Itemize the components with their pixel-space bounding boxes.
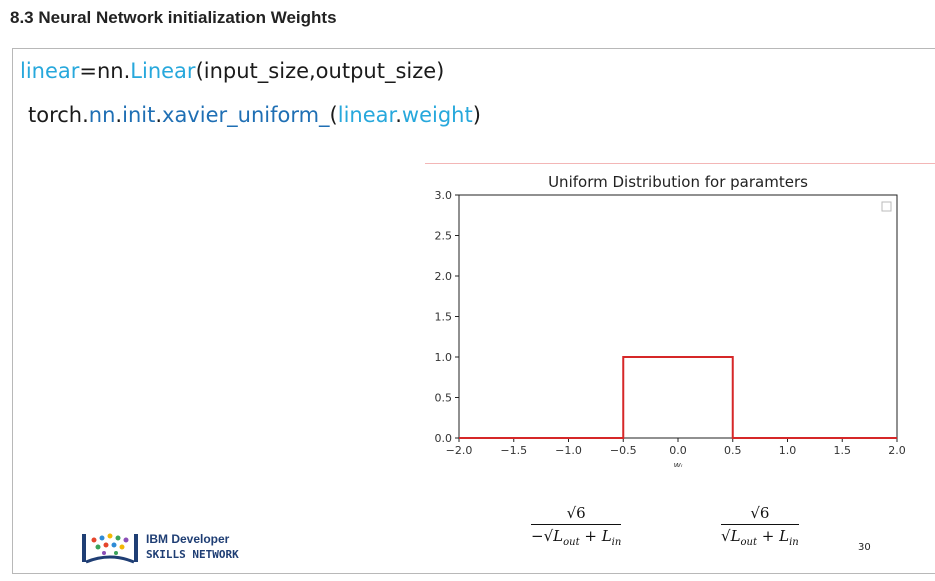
code-args: (input_size,output_size) (195, 59, 445, 83)
formula-left-den: −√Lout + Lin (531, 527, 622, 548)
code-xavier-fn: xavier_uniform_ (162, 103, 330, 127)
code-assign: =nn. (79, 59, 131, 83)
code-dot: . (395, 103, 402, 127)
x-tick-label: −1.0 (555, 444, 582, 457)
x-tick-label: 1.5 (834, 444, 852, 457)
code-init: init (122, 103, 156, 127)
x-tick-label: −1.5 (500, 444, 527, 457)
formula-upper-bound: √6 √Lout + Lin (721, 504, 799, 548)
x-axis-label: wᵢ (674, 461, 683, 467)
series-line (459, 356, 897, 439)
x-tick-label: −0.5 (610, 444, 637, 457)
ibm-developer-logo: IBM Developer SKILLS NETWORK (80, 528, 250, 568)
formula-right-den: √Lout + Lin (721, 527, 799, 548)
code-arg-linear: linear (337, 103, 396, 127)
plot-area (458, 194, 898, 439)
y-tick-label: 2.0 (435, 270, 453, 283)
code-paren-open: ( (329, 103, 338, 127)
code-line-1: linear=nn.Linear(input_size,output_size) (20, 59, 444, 83)
code-dot: . (155, 103, 163, 127)
legend-box (881, 201, 892, 212)
formula-lower-bound: √6 −√Lout + Lin (531, 504, 622, 548)
y-tick-label: 1.0 (435, 351, 453, 364)
slide-number: 30 (858, 542, 871, 553)
logo-text-ibm-developer: IBM Developer (146, 532, 230, 546)
code-paren-close: ) (472, 103, 481, 127)
x-tick-label: 0.5 (724, 444, 742, 457)
x-tick-label: 0.0 (669, 444, 687, 457)
skills-network-logo-icon (82, 533, 138, 564)
formula-left-num: √6 (531, 504, 622, 525)
chart-title: Uniform Distribution for paramters (548, 173, 808, 191)
y-tick-label: 2.5 (435, 230, 453, 243)
slide: linear=nn.Linear(input_size,output_size)… (12, 48, 935, 574)
x-tick-label: 2.0 (888, 444, 906, 457)
logo-text-skills-network: SKILLS NETWORK (146, 548, 239, 561)
code-line-2: torch.nn.init.xavier_uniform_(linear.wei… (28, 103, 481, 127)
x-tick-label: −2.0 (446, 444, 473, 457)
code-dot: . (115, 103, 123, 127)
y-tick-label: 1.5 (435, 311, 453, 324)
code-nn: nn (88, 103, 116, 127)
code-var-linear: linear (20, 59, 80, 83)
page-title: 8.3 Neural Network initialization Weight… (10, 8, 337, 27)
y-tick-label: 0.0 (435, 432, 453, 445)
formula-right-num: √6 (721, 504, 799, 525)
y-tick-label: 3.0 (435, 189, 453, 202)
uniform-distribution-chart: Uniform Distribution for paramters −2.0 −1… (435, 173, 906, 467)
x-tick-label: 1.0 (779, 444, 797, 457)
divider (425, 163, 935, 164)
code-class-linear: Linear (130, 59, 196, 83)
code-torch: torch. (28, 103, 89, 127)
y-tick-label: 0.5 (435, 392, 453, 405)
code-arg-weight: weight (401, 103, 473, 127)
